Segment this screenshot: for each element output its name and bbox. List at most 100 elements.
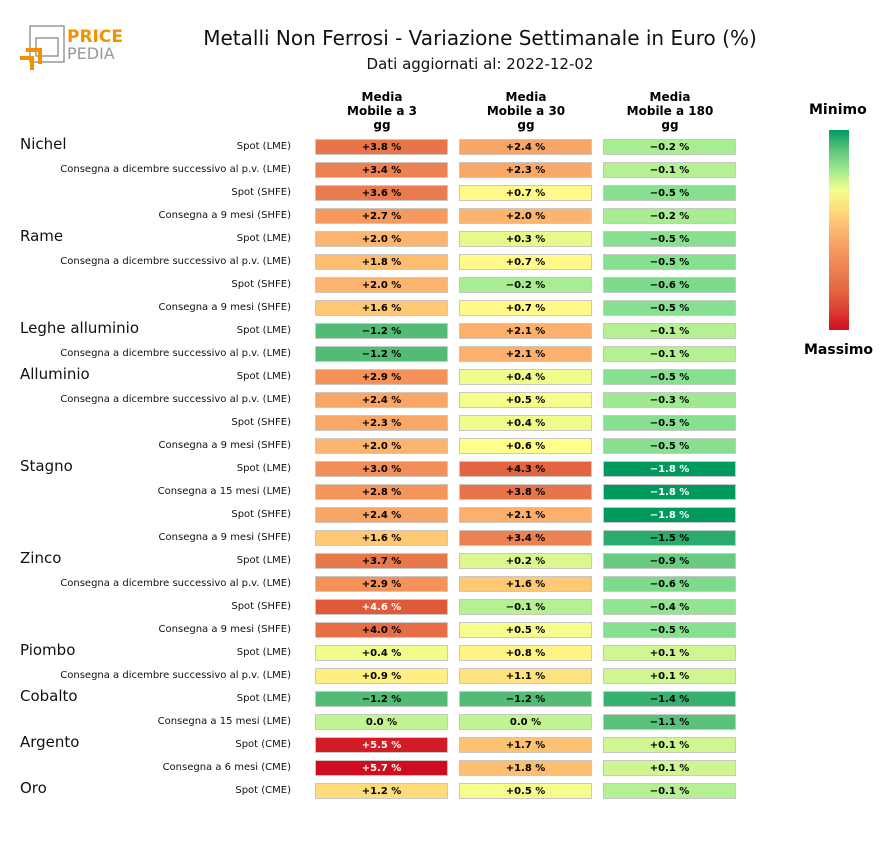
heatmap-cell: −1.2 % — [315, 346, 448, 362]
heatmap-cell: +0.7 % — [459, 185, 592, 201]
row-label: Consegna a dicembre successivo al p.v. (… — [60, 348, 291, 359]
row-label: Spot (CME) — [235, 785, 291, 796]
group-label: Piombo — [20, 641, 76, 659]
group-label: Argento — [20, 733, 80, 751]
row-label: Spot (LME) — [236, 141, 291, 152]
heatmap-cell: +5.7 % — [315, 760, 448, 776]
heatmap-cell: +2.4 % — [459, 139, 592, 155]
heatmap-cell: −0.5 % — [603, 622, 736, 638]
row-label: Consegna a 9 mesi (SHFE) — [158, 624, 291, 635]
heatmap-cell: +1.8 % — [459, 760, 592, 776]
heatmap-cell: −0.1 % — [603, 346, 736, 362]
group-label: Cobalto — [20, 687, 78, 705]
row-label: Consegna a 15 mesi (LME) — [157, 716, 291, 727]
heatmap-cell: −0.5 % — [603, 300, 736, 316]
heatmap-cell: +2.1 % — [459, 323, 592, 339]
heatmap-cell: −0.6 % — [603, 576, 736, 592]
heatmap-cell: +2.8 % — [315, 484, 448, 500]
heatmap-cell: +0.4 % — [459, 415, 592, 431]
heatmap-cell: +2.4 % — [315, 392, 448, 408]
heatmap-cell: +0.1 % — [603, 737, 736, 753]
row-label: Spot (SHFE) — [231, 187, 291, 198]
row-label: Spot (LME) — [236, 463, 291, 474]
heatmap-cell: +3.8 % — [459, 484, 592, 500]
row-label: Spot (SHFE) — [231, 601, 291, 612]
heatmap-cell: −1.8 % — [603, 484, 736, 500]
heatmap-cell: +1.2 % — [315, 783, 448, 799]
heatmap-cell: −0.4 % — [603, 599, 736, 615]
row-label: Consegna a dicembre successivo al p.v. (… — [60, 670, 291, 681]
row-label: Consegna a 15 mesi (LME) — [157, 486, 291, 497]
heatmap-cell: +1.6 % — [459, 576, 592, 592]
chart-subtitle: Dati aggiornati al: 2022-12-02 — [366, 55, 594, 73]
heatmap-cell: +1.1 % — [459, 668, 592, 684]
row-label: Consegna a 9 mesi (SHFE) — [158, 210, 291, 221]
heatmap-cell: −0.1 % — [603, 323, 736, 339]
colorbar-min-label: Minimo — [809, 102, 867, 118]
heatmap-cell: +0.2 % — [459, 553, 592, 569]
heatmap-cell: +1.6 % — [315, 530, 448, 546]
group-label: Stagno — [20, 457, 73, 475]
heatmap-cell: −0.9 % — [603, 553, 736, 569]
heatmap-cell: +0.7 % — [459, 254, 592, 270]
heatmap-cell: +1.7 % — [459, 737, 592, 753]
heatmap-cell: +0.6 % — [459, 438, 592, 454]
heatmap-cell: −1.5 % — [603, 530, 736, 546]
svg-text:PRICE: PRICE — [67, 27, 123, 47]
heatmap-cell: +2.0 % — [315, 438, 448, 454]
heatmap-cell: +0.5 % — [459, 622, 592, 638]
row-label: Consegna a 6 mesi (CME) — [162, 762, 291, 773]
heatmap-cell: +2.3 % — [315, 415, 448, 431]
row-label: Consegna a 9 mesi (SHFE) — [158, 440, 291, 451]
group-label: Nichel — [20, 135, 67, 153]
row-label: Consegna a 9 mesi (SHFE) — [158, 302, 291, 313]
heatmap-cell: +0.4 % — [459, 369, 592, 385]
colorbar-max-label: Massimo — [804, 342, 874, 358]
heatmap-cell: 0.0 % — [315, 714, 448, 730]
heatmap-cell: −0.1 % — [459, 599, 592, 615]
heatmap-cell: +3.4 % — [315, 162, 448, 178]
heatmap-cell: +2.0 % — [459, 208, 592, 224]
heatmap-cell: +3.0 % — [315, 461, 448, 477]
row-label: Consegna a dicembre successivo al p.v. (… — [60, 164, 291, 175]
row-label: Consegna a 9 mesi (SHFE) — [158, 532, 291, 543]
colorbar — [829, 130, 849, 330]
heatmap-cell: −0.2 % — [459, 277, 592, 293]
heatmap-cell: −1.2 % — [459, 691, 592, 707]
heatmap-cell: −1.2 % — [315, 691, 448, 707]
heatmap-cell: +2.1 % — [459, 346, 592, 362]
heatmap-cell: +1.8 % — [315, 254, 448, 270]
heatmap-cell: +2.4 % — [315, 507, 448, 523]
heatmap-cell: 0.0 % — [459, 714, 592, 730]
heatmap-cell: +0.1 % — [603, 760, 736, 776]
heatmap-cell: −0.1 % — [603, 162, 736, 178]
heatmap-cell: +2.0 % — [315, 231, 448, 247]
chart-title: Metalli Non Ferrosi - Variazione Settima… — [203, 26, 757, 50]
heatmap-cell: −1.1 % — [603, 714, 736, 730]
row-label: Spot (SHFE) — [231, 417, 291, 428]
svg-text:PEDIA: PEDIA — [67, 44, 115, 63]
row-label: Spot (LME) — [236, 647, 291, 658]
heatmap-cell: +5.5 % — [315, 737, 448, 753]
heatmap-cell: +4.3 % — [459, 461, 592, 477]
row-label: Spot (LME) — [236, 325, 291, 336]
heatmap-cell: −0.2 % — [603, 208, 736, 224]
group-label: Oro — [20, 779, 47, 797]
heatmap-cell: −1.8 % — [603, 507, 736, 523]
heatmap-cell: −0.6 % — [603, 277, 736, 293]
heatmap-cell: +2.9 % — [315, 576, 448, 592]
row-label: Spot (LME) — [236, 371, 291, 382]
heatmap-cell: −0.3 % — [603, 392, 736, 408]
heatmap-cell: −0.5 % — [603, 438, 736, 454]
row-label: Spot (SHFE) — [231, 279, 291, 290]
heatmap-cell: −0.1 % — [603, 783, 736, 799]
heatmap-cell: −0.5 % — [603, 185, 736, 201]
row-label: Spot (SHFE) — [231, 509, 291, 520]
heatmap-cell: +2.0 % — [315, 277, 448, 293]
column-header-ma180: Media Mobile a 180 gg — [626, 90, 714, 132]
heatmap-cell: +1.6 % — [315, 300, 448, 316]
heatmap-cell: +3.6 % — [315, 185, 448, 201]
row-label: Consegna a dicembre successivo al p.v. (… — [60, 394, 291, 405]
group-label: Alluminio — [20, 365, 90, 383]
heatmap-cell: +0.3 % — [459, 231, 592, 247]
